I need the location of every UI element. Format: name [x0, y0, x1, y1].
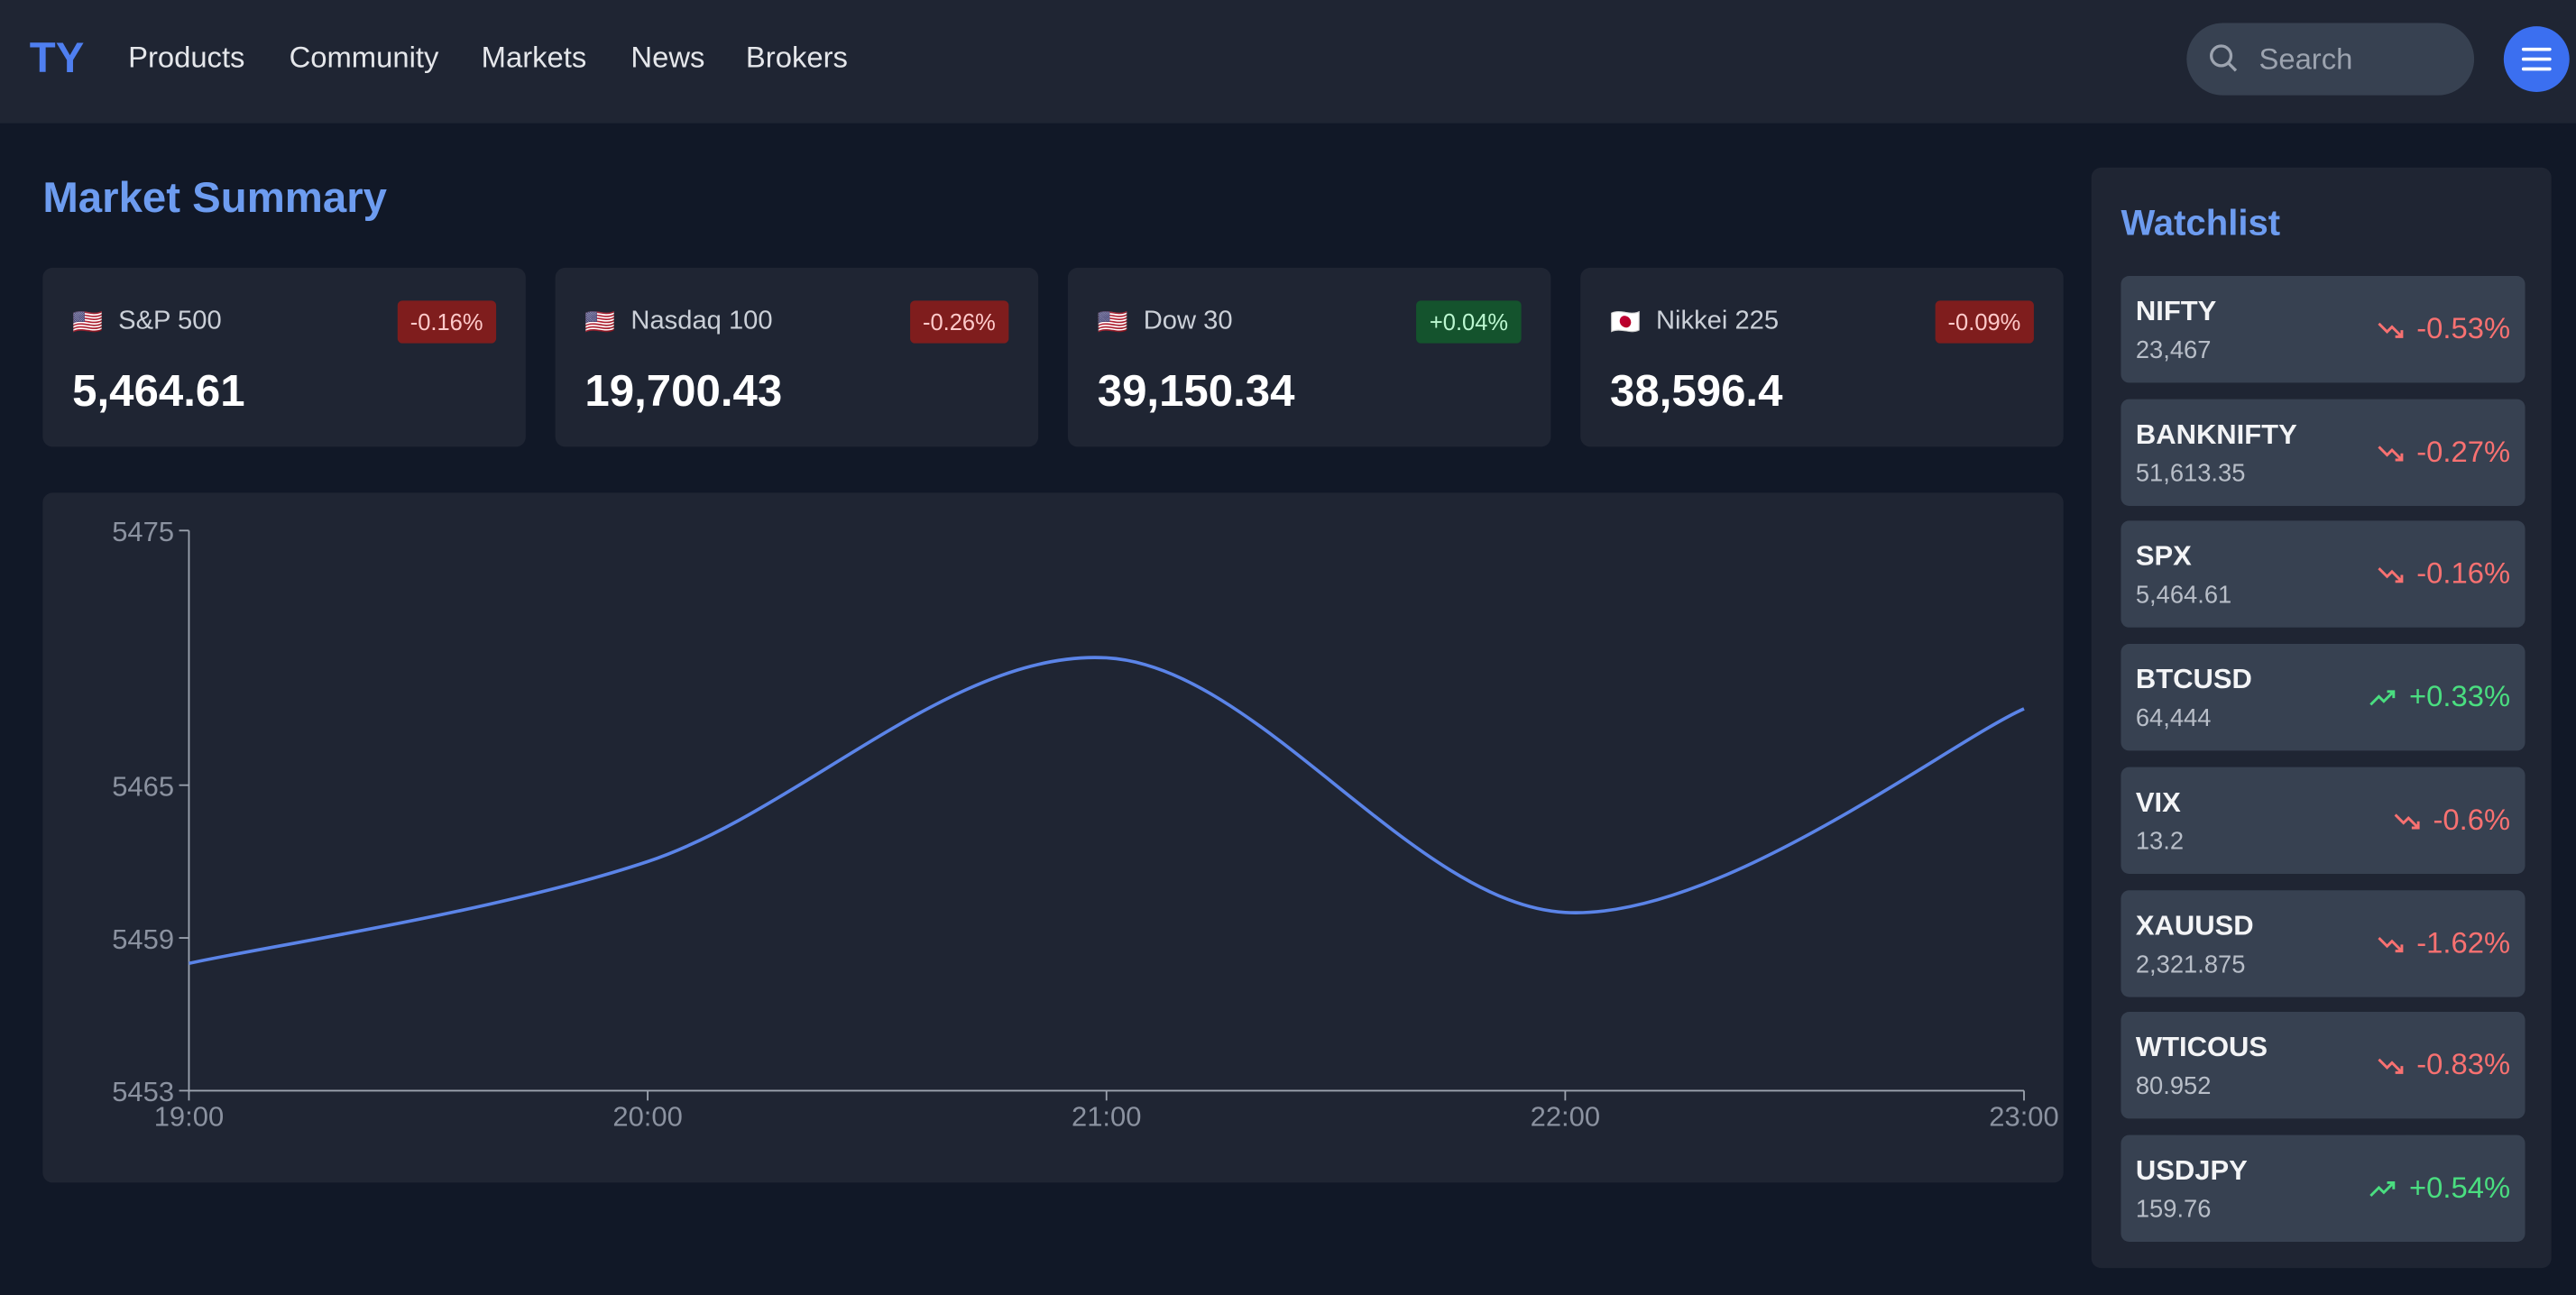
change: +0.33% — [2409, 680, 2511, 713]
change: -0.6% — [2433, 803, 2511, 836]
y-tick-label: 5475 — [112, 516, 174, 547]
trend-arrow — [2378, 936, 2404, 952]
symbol: WTICOUS — [2135, 1032, 2268, 1063]
watchlist-title: Watchlist — [2121, 202, 2281, 243]
y-tick-label: 5465 — [112, 770, 174, 802]
nav-link[interactable]: Community — [289, 41, 439, 74]
flag: 🇺🇸 — [584, 308, 616, 337]
trend-icon — [2378, 936, 2404, 952]
menu-icon — [2521, 47, 2552, 71]
change: -0.53% — [2416, 312, 2511, 345]
price: 80.952 — [2135, 1072, 2212, 1101]
trend-arrow — [2369, 1180, 2396, 1197]
symbol: BTCUSD — [2135, 664, 2252, 695]
watchlist-item[interactable]: SPX 5,464.61 -0.16% — [2121, 521, 2525, 629]
price: 5,464.61 — [2135, 582, 2232, 611]
change: -0.27% — [2416, 435, 2511, 468]
price: 2,321.875 — [2135, 950, 2246, 978]
nav-link[interactable]: Brokers — [745, 41, 848, 74]
nav-link[interactable]: Products — [128, 41, 245, 74]
symbol: BANKNIFTY — [2135, 418, 2297, 450]
index-card: 🇺🇸 S&P 500 -0.16% 5,464.61 — [42, 267, 526, 447]
symbol: NIFTY — [2135, 295, 2217, 327]
trend-arrow — [2378, 445, 2404, 461]
trend-icon — [2369, 690, 2396, 706]
y-tick-label: 5453 — [112, 1076, 174, 1107]
index-name: S&P 500 — [118, 307, 222, 335]
section-title: Market Summary — [42, 172, 388, 222]
search-box[interactable]: Search — [2186, 23, 2475, 96]
x-tick-label: 19:00 — [154, 1101, 224, 1133]
x-tick-label: 22:00 — [1531, 1101, 1600, 1133]
nav-link[interactable]: Markets — [481, 41, 587, 74]
navbar: TY Search Products Community Markets News Br… — [0, 0, 2576, 124]
price: 13.2 — [2135, 827, 2185, 856]
trend-arrow — [2394, 813, 2420, 830]
watchlist-item[interactable]: USDJPY 159.76 +0.54% — [2121, 1134, 2525, 1242]
symbol: VIX — [2135, 786, 2181, 818]
x-tick-label: 23:00 — [1989, 1101, 2058, 1133]
trend-icon — [2378, 1059, 2404, 1075]
symbol: USDJPY — [2135, 1154, 2248, 1186]
index-card: 🇯🇵 Nikkei 225 -0.09% 38,596.4 — [1580, 267, 2064, 447]
index-value: 39,150.34 — [1097, 366, 1295, 416]
trend-icon — [2378, 322, 2404, 338]
change: -0.16% — [2416, 557, 2511, 591]
change-badge: +0.04% — [1416, 300, 1522, 344]
price: 64,444 — [2135, 704, 2212, 733]
chart-panel: 5453 5459 5465 5475 19:00 20:00 21:00 22:00 23:0… — [42, 492, 2064, 1183]
flag: 🇯🇵 — [1610, 308, 1642, 337]
change: -0.83% — [2416, 1048, 2511, 1081]
flag: 🇺🇸 — [72, 308, 104, 337]
change: +0.54% — [2409, 1171, 2511, 1204]
index-card: 🇺🇸 Nasdaq 100 -0.26% 19,700.43 — [555, 267, 1039, 447]
trend-arrow — [2378, 1059, 2404, 1075]
index-card: 🇺🇸 Dow 30 +0.04% 39,150.34 — [1067, 267, 1551, 447]
menu-button[interactable] — [2503, 26, 2570, 93]
watchlist-item[interactable]: BANKNIFTY 51,613.35 -0.27% — [2121, 399, 2525, 506]
flag: 🇺🇸 — [1097, 308, 1128, 337]
watchlist-item[interactable]: BTCUSD 64,444 +0.33% — [2121, 644, 2525, 751]
change-badge: -0.09% — [1934, 300, 2034, 344]
search-placeholder: Search — [2259, 42, 2353, 76]
trend-icon — [2369, 1180, 2396, 1197]
watchlist-item[interactable]: NIFTY 23,467 -0.53% — [2121, 276, 2525, 383]
index-name: Nikkei 225 — [1656, 307, 1780, 335]
watchlist-item[interactable]: VIX 13.2 -0.6% — [2121, 767, 2525, 874]
change-badge: -0.26% — [909, 300, 1009, 344]
logo[interactable]: TY — [29, 32, 85, 83]
watchlist-item[interactable]: XAUUSD 2,321.875 -1.62% — [2121, 889, 2525, 997]
watchlist: Watchlist NIFTY 23,467 -0.53% BANKNIFTY 51,6… — [2091, 167, 2552, 1269]
price: 159.76 — [2135, 1195, 2212, 1224]
price-line — [189, 656, 2025, 966]
y-tick-label: 5459 — [112, 923, 174, 955]
nav-link[interactable]: News — [630, 41, 705, 74]
symbol: XAUUSD — [2135, 909, 2254, 941]
index-name: Dow 30 — [1143, 307, 1233, 335]
trend-arrow — [2378, 322, 2404, 338]
price: 51,613.35 — [2135, 459, 2246, 488]
change: -1.62% — [2416, 925, 2511, 959]
x-tick-label: 20:00 — [612, 1101, 682, 1133]
change-badge: -0.16% — [397, 300, 497, 344]
trend-arrow — [2378, 567, 2404, 583]
index-value: 38,596.4 — [1610, 366, 1783, 416]
index-name: Nasdaq 100 — [630, 307, 773, 335]
price: 23,467 — [2135, 336, 2212, 365]
symbol: SPX — [2135, 540, 2192, 573]
trend-icon — [2378, 445, 2404, 461]
search-icon — [2210, 44, 2238, 72]
trend-icon — [2394, 813, 2420, 830]
watchlist-item[interactable]: WTICOUS 80.952 -0.83% — [2121, 1012, 2525, 1119]
index-value: 19,700.43 — [584, 366, 783, 416]
trend-icon — [2378, 567, 2404, 583]
index-value: 5,464.61 — [72, 366, 245, 416]
trend-arrow — [2369, 690, 2396, 706]
x-tick-label: 21:00 — [1072, 1101, 1141, 1133]
chart: 5453 5459 5465 5475 19:00 20:00 21:00 22:00 23:0… — [112, 516, 2059, 1133]
